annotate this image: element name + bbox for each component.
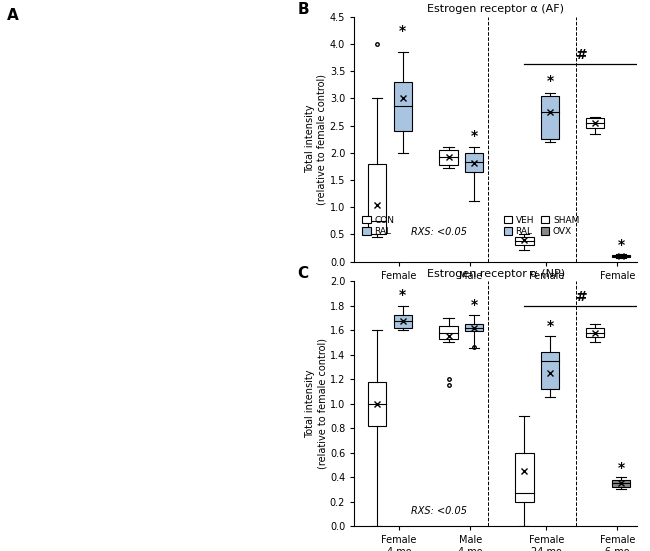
Bar bbox=[394, 82, 412, 131]
Bar bbox=[541, 95, 559, 139]
Text: *: * bbox=[471, 298, 478, 312]
Y-axis label: Total intensity
(relative to female control): Total intensity (relative to female cont… bbox=[306, 338, 327, 469]
Bar bbox=[465, 153, 484, 172]
Text: #: # bbox=[576, 48, 588, 62]
Text: *: * bbox=[471, 129, 478, 143]
Text: A: A bbox=[6, 8, 18, 23]
Bar bbox=[586, 328, 605, 337]
Bar bbox=[612, 255, 630, 257]
Legend: VEH, RAL, SHAM, OVX: VEH, RAL, SHAM, OVX bbox=[500, 212, 583, 240]
Text: *: * bbox=[399, 288, 406, 302]
Text: RXS: <0.05: RXS: <0.05 bbox=[411, 227, 467, 237]
Text: #: # bbox=[576, 290, 588, 304]
Text: *: * bbox=[547, 74, 554, 89]
Bar bbox=[368, 164, 386, 235]
Text: B: B bbox=[298, 2, 309, 17]
Text: C: C bbox=[298, 266, 309, 282]
Text: *: * bbox=[547, 318, 554, 332]
Bar bbox=[612, 479, 630, 487]
Bar bbox=[515, 453, 534, 501]
Bar bbox=[465, 324, 484, 331]
Bar bbox=[515, 237, 534, 245]
Bar bbox=[368, 381, 386, 426]
Bar bbox=[586, 118, 605, 128]
Bar bbox=[541, 352, 559, 389]
Text: RXS: <0.05: RXS: <0.05 bbox=[411, 506, 467, 516]
Text: *: * bbox=[618, 461, 625, 475]
Bar bbox=[439, 150, 458, 165]
Text: *: * bbox=[618, 238, 625, 252]
Bar bbox=[394, 315, 412, 328]
Title: Estrogen receptor α (NP): Estrogen receptor α (NP) bbox=[426, 269, 565, 279]
Y-axis label: Total intensity
(relative to female control): Total intensity (relative to female cont… bbox=[306, 74, 327, 204]
Title: Estrogen receptor α (AF): Estrogen receptor α (AF) bbox=[427, 4, 564, 14]
Text: *: * bbox=[399, 24, 406, 39]
Bar bbox=[439, 326, 458, 339]
